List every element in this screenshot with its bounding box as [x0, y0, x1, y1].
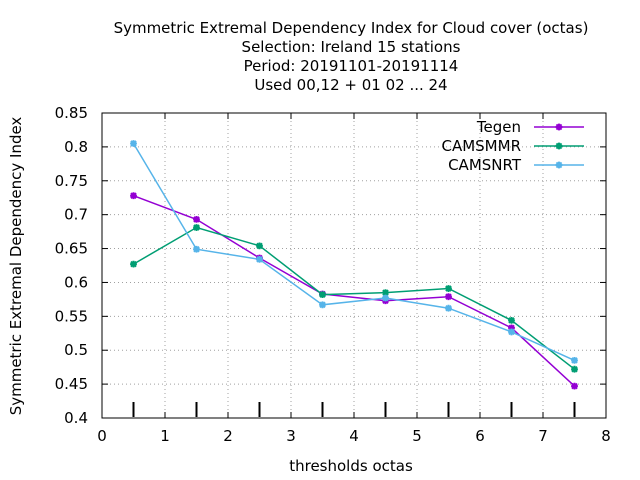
data-point: [193, 224, 200, 231]
title-line-3: Period: 20191101-20191114: [244, 57, 459, 75]
data-point: [382, 294, 389, 302]
threshold-markers: [132, 402, 576, 417]
y-axis-ticks: 0.4 0.45 0.5 0.55 0.6 0.65 0.7 0.75 0.8 0.85: [55, 104, 606, 427]
data-point: [130, 140, 137, 147]
x-tick-label: 7: [538, 427, 548, 445]
x-tick-label: 0: [97, 427, 107, 445]
y-tick-label: 0.6: [64, 273, 88, 291]
legend-label: CAMSNRT: [448, 156, 522, 174]
x-tick-label: 6: [475, 427, 485, 445]
data-point: [571, 356, 578, 364]
series-camsnrt: [130, 140, 578, 364]
x-axis-ticks: 0 1 2 3 4 5 6 7 8: [97, 113, 611, 445]
legend-marker: [555, 123, 563, 131]
legend-item-camsmmr: CAMSMMR: [441, 137, 584, 155]
series-camsmmr: [130, 224, 578, 373]
chart-title: Symmetric Extremal Dependency Index for …: [114, 19, 589, 94]
y-axis-label: Symmetric Extremal Dependency Index: [7, 117, 25, 416]
y-tick-label: 0.55: [55, 307, 88, 325]
x-tick-label: 3: [286, 427, 296, 445]
data-point: [256, 256, 263, 263]
title-line-1: Symmetric Extremal Dependency Index for …: [114, 19, 589, 37]
series-lines: [130, 140, 578, 390]
data-point: [256, 242, 263, 250]
data-point: [130, 192, 137, 200]
legend-item-camsnrt: CAMSNRT: [448, 156, 584, 174]
data-point: [382, 289, 389, 297]
legend-label: Tegen: [476, 118, 521, 136]
data-point: [508, 324, 515, 332]
data-point: [319, 301, 326, 309]
data-point: [445, 304, 452, 312]
x-tick-label: 4: [349, 427, 359, 445]
y-tick-label: 0.7: [64, 206, 88, 224]
y-tick-label: 0.85: [55, 104, 88, 122]
series-line: [133, 226, 575, 370]
legend-marker: [555, 161, 563, 169]
x-tick-label: 8: [601, 427, 611, 445]
data-point: [508, 317, 515, 324]
data-point: [193, 216, 200, 223]
series-line: [132, 143, 575, 362]
data-point: [571, 382, 578, 390]
y-tick-label: 0.65: [55, 240, 88, 258]
legend-item-tegen: Tegen: [476, 118, 584, 136]
series-line: [133, 194, 576, 387]
y-tick-label: 0.8: [64, 138, 88, 156]
title-line-2: Selection: Ireland 15 stations: [242, 38, 461, 56]
x-axis-label: thresholds octas: [289, 457, 413, 475]
data-point: [319, 291, 326, 299]
grid: [102, 113, 606, 418]
y-tick-label: 0.5: [64, 341, 88, 359]
x-tick-label: 1: [160, 427, 170, 445]
data-point: [508, 328, 515, 336]
y-tick-label: 0.45: [55, 375, 88, 393]
legend-label: CAMSMMR: [441, 137, 521, 155]
data-point: [571, 365, 578, 373]
data-point: [130, 260, 137, 268]
data-point: [445, 285, 452, 292]
data-point: [193, 245, 200, 253]
y-tick-label: 0.75: [55, 172, 88, 190]
data-point: [445, 293, 452, 301]
y-tick-label: 0.4: [64, 409, 88, 427]
title-line-4: Used 00,12 + 01 02 ... 24: [254, 76, 447, 94]
legend-marker: [555, 142, 563, 150]
x-tick-label: 5: [412, 427, 422, 445]
x-tick-label: 2: [223, 427, 233, 445]
